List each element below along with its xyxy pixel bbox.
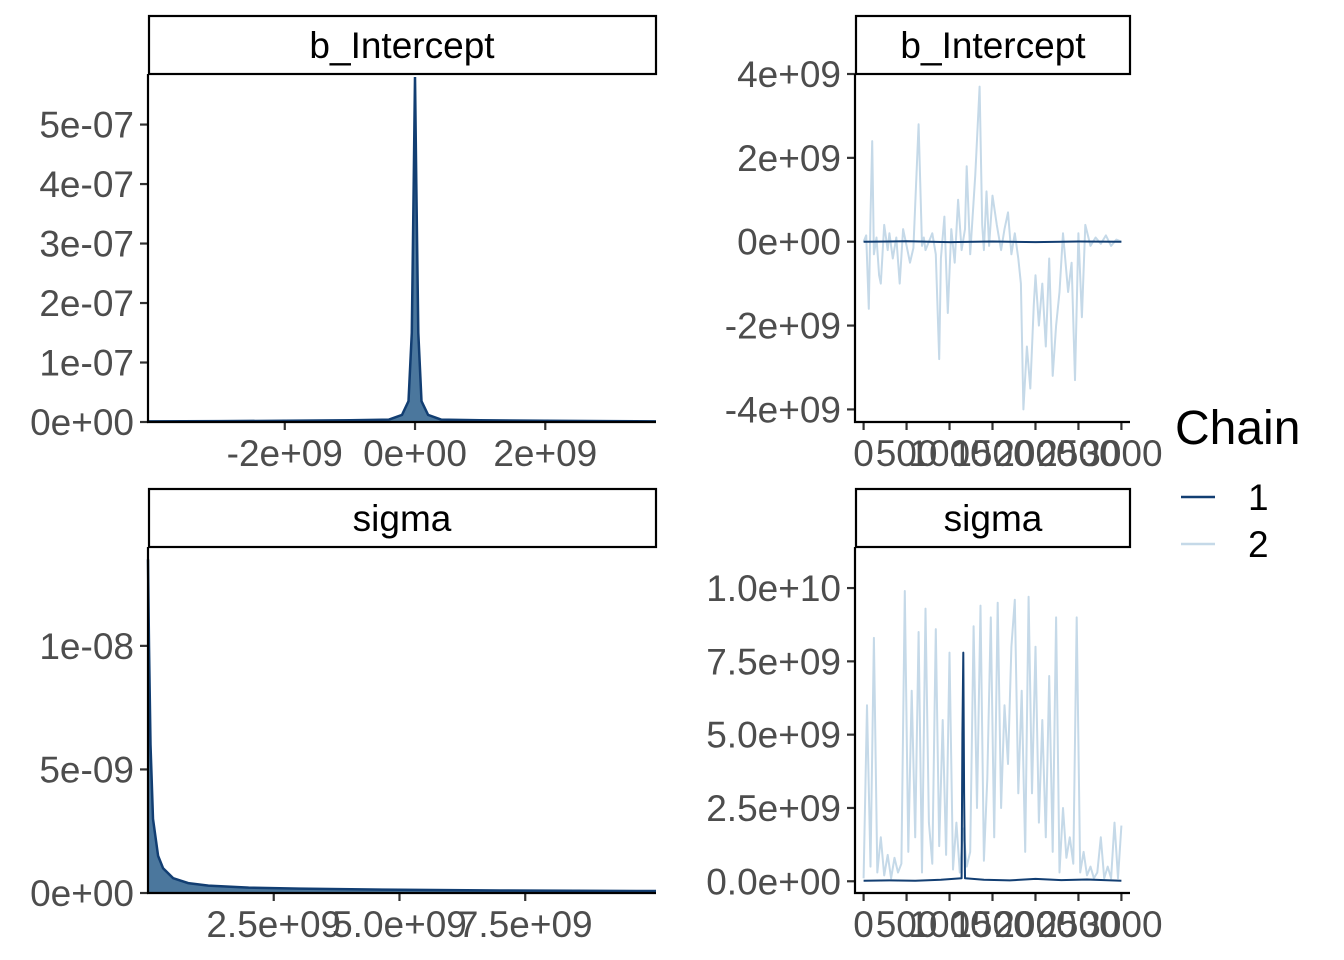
x-tick-label: -2e+09 (227, 433, 343, 474)
y-tick-label: -4e+09 (725, 389, 841, 430)
y-tick-label: 2e+09 (737, 138, 841, 179)
y-tick-label: -2e+09 (725, 306, 841, 347)
legend-label-chain-2: 2 (1248, 524, 1269, 565)
y-tick-label: 5e-09 (39, 749, 134, 790)
trace-line-chain-1 (863, 240, 1122, 244)
y-tick-label: 5e-07 (39, 105, 134, 146)
x-tick-label: 2.5e+09 (206, 904, 341, 945)
y-tick-label: 3e-07 (39, 224, 134, 265)
density-fill (148, 559, 656, 893)
x-tick-label: 1000 (908, 904, 990, 945)
x-tick-label: 1500 (951, 904, 1033, 945)
x-axis-ticks: 2.5e+095.0e+097.5e+09 (206, 893, 593, 945)
trace-lines (862, 85, 1122, 411)
y-tick-label: 5.0e+09 (706, 715, 841, 756)
y-axis-ticks: -4e+09 -2e+09 0e+00 2e+09 4e+09 (725, 54, 855, 430)
x-tick-label: 2500 (1037, 433, 1119, 474)
x-tick-label: 500 (876, 904, 938, 945)
y-tick-label: 0e+00 (737, 222, 841, 263)
x-tick-label: 2000 (994, 433, 1076, 474)
y-tick-label: 2e-07 (39, 283, 134, 324)
y-tick-label: 1e-08 (39, 626, 134, 667)
y-axis-ticks: 0.0e+00 2.5e+09 5.0e+09 7.5e+09 1.0e+10 (706, 568, 855, 902)
trace-line-chain-1 (863, 651, 1122, 882)
x-tick-label: 0e+00 (363, 433, 467, 474)
x-tick-label: 0 (853, 433, 874, 474)
x-tick-label: 2500 (1037, 904, 1119, 945)
y-tick-label: 0e+00 (30, 402, 134, 443)
trace-lines (862, 590, 1123, 882)
y-axis-ticks: 0e+00 5e-09 1e-08 (30, 626, 148, 914)
density-area (146, 559, 657, 893)
y-tick-label: 4e+09 (737, 54, 841, 95)
legend: Chain 1 2 (1175, 402, 1300, 565)
x-tick-label: 1500 (951, 433, 1033, 474)
y-tick-label: 7.5e+09 (706, 641, 841, 682)
y-axis-ticks: 0e+00 1e-07 2e-07 3e-07 4e-07 5e-07 (30, 105, 148, 443)
density-panel-b-intercept: b_Intercept 0e+00 1e-07 2e-07 3e-07 4e-07 5e-… (30, 14, 658, 474)
density-fill (148, 77, 656, 422)
x-tick-label: 5.0e+09 (332, 904, 467, 945)
x-tick-label: 0 (853, 904, 874, 945)
strip-box (854, 487, 1132, 549)
legend-title: Chain (1175, 402, 1300, 455)
trace-line-chain-2 (862, 590, 1123, 880)
density-area (147, 76, 657, 423)
trace-panel-sigma: sigma 0.0e+00 2.5e+09 5.0e+09 7.5e+09 1.0e+1… (706, 487, 1163, 945)
strip-title: b_Intercept (309, 25, 495, 66)
trace-panel-b-intercept: b_Intercept -4e+09-2e+090e+002e+094e+09 … (725, 14, 1163, 474)
y-tick-label: 0e+00 (30, 873, 134, 914)
x-tick-label: 3000 (1080, 904, 1162, 945)
trace-line-chain-2 (862, 85, 1122, 411)
x-tick-label: 1000 (908, 433, 990, 474)
y-tick-label: 4e-07 (39, 164, 134, 205)
x-tick-label: 2e+09 (493, 433, 597, 474)
y-tick-label: 1e-07 (39, 343, 134, 384)
strip-box (854, 14, 1132, 76)
x-tick-label: 500 (876, 433, 938, 474)
strip-box (147, 14, 658, 76)
density-line (146, 559, 657, 893)
x-tick-label: 7.5e+09 (458, 904, 593, 945)
strip-box (147, 487, 658, 549)
y-tick-label: 2.5e+09 (706, 788, 841, 829)
density-panel-sigma: sigma 0e+00 5e-09 1e-08 2.5e+095.0e+097.5e… (30, 487, 658, 945)
x-tick-label: 3000 (1080, 433, 1162, 474)
x-tick-label: 2000 (994, 904, 1076, 945)
y-tick-label: 0.0e+00 (706, 861, 841, 902)
strip-title: b_Intercept (900, 25, 1086, 66)
y-tick-label: 1.0e+10 (706, 568, 841, 609)
strip-title: sigma (944, 498, 1043, 539)
x-axis-ticks: -2e+09 0e+00 2e+09 (227, 422, 597, 474)
density-line (147, 76, 657, 423)
strip-title: sigma (353, 498, 452, 539)
legend-label-chain-1: 1 (1248, 477, 1269, 518)
